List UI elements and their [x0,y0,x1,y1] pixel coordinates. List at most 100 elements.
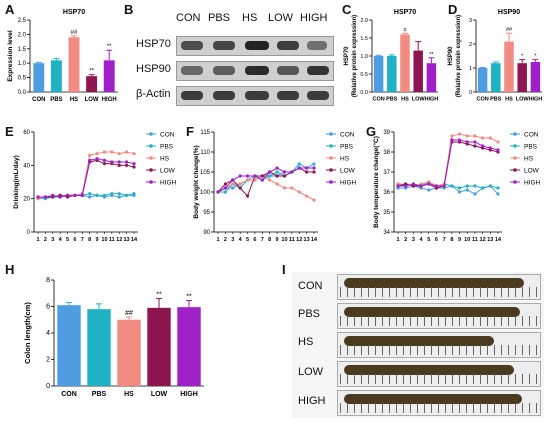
y-axis-label: Body temperature change(°C) [372,136,380,228]
x-tick-label: 7 [81,237,84,243]
data-point-pbs [275,170,279,174]
data-point-high [231,178,235,182]
data-point-high [110,160,114,164]
significance-mark: ## [71,30,78,36]
y-tick-label: 4 [46,330,50,337]
x-tick-label: 7 [443,237,446,243]
bar-high [103,60,115,92]
data-point-pbs [473,184,477,188]
data-point-high [411,182,415,186]
data-point-pbs [465,184,469,188]
bar-low [413,50,423,92]
data-point-pbs [496,186,500,190]
significance-mark: * [521,54,524,60]
data-point-high [253,174,257,178]
x-tick-label: CON [32,97,45,103]
y-tick-label: 1 [469,66,472,72]
data-point-high [88,158,92,162]
photo-row-label: CON [298,280,323,292]
x-tick-label: 1 [216,237,219,243]
legend-label: PBS [340,144,354,151]
x-tick-label: 9 [458,237,461,243]
colon-sample-con [337,274,541,300]
colon-sample-high [337,390,541,416]
x-tick-label: 2 [44,237,47,243]
x-tick-label: 9 [96,237,99,243]
x-tick-label: 14 [495,237,502,243]
bar-pbs [87,309,111,386]
data-point-con [427,188,431,192]
y-tick-label: 2.0 [18,32,27,38]
data-point-high [404,184,408,188]
x-tick-label: HS [401,97,409,103]
legend-label: CON [160,132,175,139]
data-point-high [442,184,446,188]
bar-low [86,76,98,92]
y-tick-label: 0 [46,383,50,390]
chart-a-hsp70-bar: HSP70 0.0 0.5 1.0 1.5 2.0 2.5 Expression level C… [7,9,118,103]
y-tick-label: 115 [200,130,210,136]
x-tick-label: 5 [246,237,249,243]
bar-low [517,63,527,92]
x-tick-label: 2 [404,237,407,243]
x-tick-label: PBS [490,97,502,103]
x-tick-label: HIGH [102,97,117,103]
y-tick-label: 36 [383,190,390,196]
data-point-low [473,144,477,148]
x-tick-label: 11 [472,237,478,243]
data-point-high [80,193,84,197]
data-point-hs [457,132,462,136]
data-point-low [132,165,136,169]
significance-mark: * [534,54,537,60]
panel-label-g: G [366,124,377,139]
bar-hs [117,319,141,386]
x-tick-label: HS [505,97,513,103]
bar-high [530,62,541,92]
y-tick-label: 1.5 [18,47,27,53]
legend-label: HIGH [340,180,357,187]
chart-title: HSP70 [394,9,416,16]
data-point-pbs [110,192,114,196]
photo-row-label: LOW [298,366,324,378]
x-tick-label: 8 [88,237,91,243]
x-tick-label: CON [476,97,488,103]
blot-column-label: LOW [268,12,294,24]
data-point-high [275,166,279,170]
x-tick-label: LOW [516,97,530,103]
legend-marker [513,144,517,148]
blot-column-label: CON [176,12,201,24]
photo-row-label: PBS [298,308,321,320]
data-point-high [132,162,136,166]
data-point-high [102,158,107,162]
data-point-low [282,174,287,178]
data-point-high [481,144,485,148]
x-tick-label: 13 [304,237,310,243]
x-tick-label: 13 [124,237,130,243]
y-tick-label: 0 [27,230,31,236]
data-point-high [297,166,301,170]
x-tick-label: 4 [239,237,243,243]
y-tick-label: 0.0 [18,90,27,96]
y-tick-label: 35 [383,210,390,216]
data-point-pbs [125,193,129,197]
data-point-pbs [481,186,485,190]
data-point-pbs [132,192,136,196]
data-point-low [312,170,316,174]
x-tick-label: 14 [311,237,318,243]
data-point-high [450,138,454,142]
x-tick-label: 3 [412,237,415,243]
data-point-hs [496,140,500,144]
data-point-high [95,157,99,161]
x-tick-label: 4 [59,237,63,243]
chart-title: HSP70 [63,9,85,16]
data-point-con [117,195,121,199]
data-point-high [43,195,47,199]
x-tick-label: HS [70,97,78,103]
blot-row-label: HSP90 [136,63,171,75]
data-point-hs [102,150,107,154]
data-point-low [238,186,242,190]
data-point-hs [125,150,129,154]
blot-strip-actin [176,86,334,106]
